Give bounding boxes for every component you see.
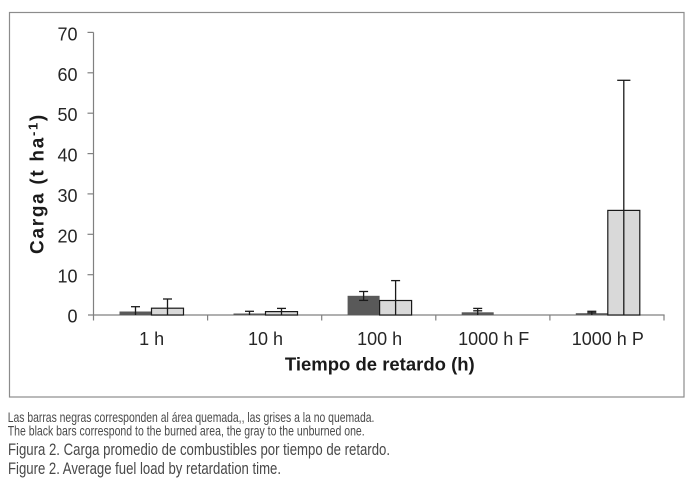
svg-text:1 h: 1 h [139,329,164,349]
svg-text:Figure 2. Average fuel load by: Figure 2. Average fuel load by retardati… [8,459,281,478]
svg-text:1000 h P: 1000 h P [572,329,644,349]
svg-text:Figura 2. Carga promedio de co: Figura 2. Carga promedio de combustibles… [8,440,390,459]
svg-text:The black bars correspond to t: The black bars correspond to the burned … [8,423,365,439]
svg-text:1000 h F: 1000 h F [458,329,529,349]
svg-text:50: 50 [57,105,77,125]
svg-text:0: 0 [67,307,77,327]
svg-text:Las barras negras corresponden: Las barras negras corresponden al área q… [8,409,375,425]
svg-text:Carga (t ha-1): Carga (t ha-1) [26,113,49,254]
svg-text:10: 10 [57,267,77,287]
svg-text:40: 40 [57,146,77,166]
svg-text:20: 20 [57,226,77,246]
svg-text:30: 30 [57,186,77,206]
svg-text:10 h: 10 h [248,329,283,349]
svg-text:60: 60 [57,65,77,85]
svg-text:70: 70 [57,24,77,44]
svg-text:100 h: 100 h [357,329,402,349]
svg-text:Tiempo de retardo (h): Tiempo de retardo (h) [285,354,475,375]
